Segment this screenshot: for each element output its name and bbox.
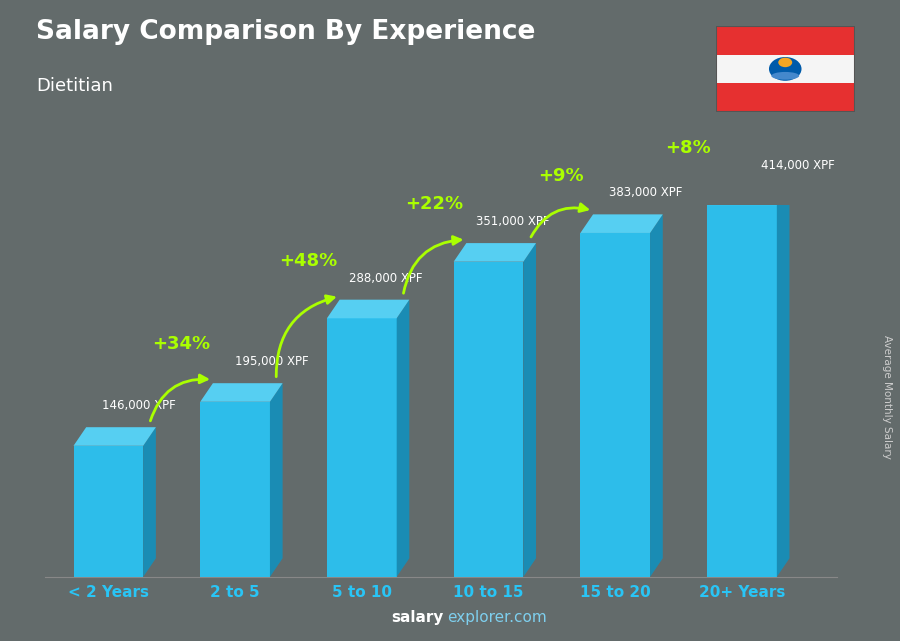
Text: 146,000 XPF: 146,000 XPF bbox=[102, 399, 176, 412]
Text: +8%: +8% bbox=[665, 139, 711, 157]
Polygon shape bbox=[707, 205, 777, 577]
Polygon shape bbox=[327, 300, 410, 319]
Text: +22%: +22% bbox=[406, 196, 464, 213]
Text: 288,000 XPF: 288,000 XPF bbox=[349, 272, 423, 285]
Polygon shape bbox=[270, 383, 283, 577]
Text: +48%: +48% bbox=[279, 252, 338, 270]
Polygon shape bbox=[200, 383, 283, 402]
Polygon shape bbox=[650, 214, 662, 577]
Polygon shape bbox=[143, 427, 156, 577]
Polygon shape bbox=[524, 243, 536, 577]
Polygon shape bbox=[200, 402, 270, 577]
Polygon shape bbox=[454, 243, 536, 262]
Text: salary: salary bbox=[392, 610, 444, 625]
Bar bbox=[716, 54, 855, 83]
Polygon shape bbox=[327, 319, 397, 577]
Text: Average Monthly Salary: Average Monthly Salary bbox=[881, 335, 892, 460]
Text: Salary Comparison By Experience: Salary Comparison By Experience bbox=[36, 19, 536, 46]
Polygon shape bbox=[74, 445, 143, 577]
Text: +9%: +9% bbox=[538, 167, 584, 185]
Bar bbox=[716, 26, 855, 54]
Text: explorer.com: explorer.com bbox=[447, 610, 547, 625]
Ellipse shape bbox=[778, 58, 792, 67]
Polygon shape bbox=[74, 427, 156, 445]
Polygon shape bbox=[777, 187, 789, 577]
Text: 195,000 XPF: 195,000 XPF bbox=[235, 355, 309, 369]
Polygon shape bbox=[707, 187, 789, 205]
Text: 351,000 XPF: 351,000 XPF bbox=[476, 215, 549, 228]
Text: +34%: +34% bbox=[152, 335, 211, 353]
Bar bbox=[716, 83, 855, 112]
Polygon shape bbox=[397, 300, 410, 577]
Ellipse shape bbox=[771, 72, 799, 79]
Text: Dietitian: Dietitian bbox=[36, 77, 112, 95]
Polygon shape bbox=[454, 262, 524, 577]
Polygon shape bbox=[580, 233, 650, 577]
Ellipse shape bbox=[769, 57, 802, 81]
Polygon shape bbox=[580, 214, 662, 233]
Text: 383,000 XPF: 383,000 XPF bbox=[609, 187, 682, 199]
Text: 414,000 XPF: 414,000 XPF bbox=[761, 159, 834, 172]
